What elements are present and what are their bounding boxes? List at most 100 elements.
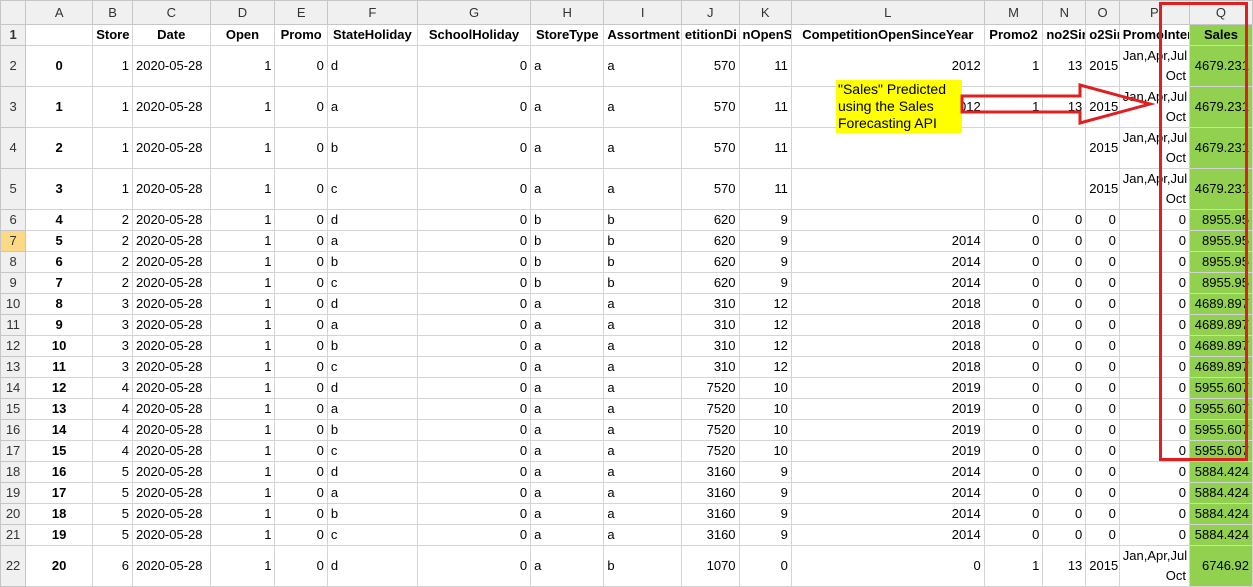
table-cell[interactable]: a <box>530 461 605 483</box>
table-cell[interactable]: 5 <box>92 503 133 525</box>
table-cell[interactable]: a <box>530 168 605 210</box>
table-cell[interactable]: 1 <box>209 230 276 252</box>
sales-cell[interactable]: 5955.607 <box>1188 440 1253 462</box>
table-cell[interactable]: 4 <box>25 209 94 231</box>
table-cell[interactable]: 6 <box>92 545 133 587</box>
table-cell[interactable]: 2020-05-28 <box>132 127 211 169</box>
table-cell[interactable]: a <box>530 45 605 87</box>
column-header-c[interactable]: C <box>132 0 211 25</box>
table-cell[interactable]: 2014 <box>790 524 985 546</box>
table-cell[interactable]: 12 <box>738 293 792 315</box>
table-cell[interactable]: 620 <box>680 272 740 294</box>
sales-cell[interactable]: 6746.92 <box>1188 545 1253 587</box>
table-cell[interactable]: 0 <box>274 251 328 273</box>
table-cell[interactable]: 0 <box>1085 461 1120 483</box>
field-header-cell[interactable]: nOpenS <box>738 24 792 46</box>
table-cell[interactable]: 310 <box>680 356 740 378</box>
table-cell[interactable]: 0 <box>1042 314 1087 336</box>
table-cell[interactable]: 2018 <box>790 356 985 378</box>
table-cell[interactable]: 0 <box>1118 398 1190 420</box>
column-header-f[interactable]: F <box>326 0 418 25</box>
table-cell[interactable]: a <box>530 335 605 357</box>
table-cell[interactable]: 2020-05-28 <box>132 461 211 483</box>
table-cell[interactable]: 0 <box>983 377 1044 399</box>
table-cell[interactable]: 2020-05-28 <box>132 272 211 294</box>
table-cell[interactable]: 0 <box>416 440 532 462</box>
table-cell[interactable]: 11 <box>738 45 792 87</box>
column-header-l[interactable]: L <box>790 0 985 25</box>
table-cell[interactable]: 0 <box>416 251 532 273</box>
table-cell[interactable]: 2 <box>92 251 133 273</box>
table-cell[interactable]: 620 <box>680 251 740 273</box>
table-cell[interactable]: 0 <box>1042 482 1087 504</box>
table-cell[interactable]: 0 <box>274 127 328 169</box>
table-cell[interactable]: 3160 <box>680 482 740 504</box>
table-cell[interactable]: 0 <box>274 524 328 546</box>
table-cell[interactable]: 0 <box>1118 440 1190 462</box>
table-cell[interactable]: 0 <box>1085 230 1120 252</box>
table-cell[interactable]: 4 <box>92 398 133 420</box>
table-cell[interactable]: 0 <box>983 272 1044 294</box>
table-cell[interactable]: 7520 <box>680 419 740 441</box>
table-cell[interactable]: 14 <box>25 419 94 441</box>
table-cell[interactable]: c <box>326 440 418 462</box>
table-cell[interactable]: b <box>326 251 418 273</box>
table-cell[interactable]: a <box>530 356 605 378</box>
field-header-cell[interactable]: PromoInterval <box>1118 24 1190 46</box>
table-cell[interactable]: 1 <box>209 168 276 210</box>
table-cell[interactable]: b <box>530 209 605 231</box>
row-header[interactable]: 10 <box>0 293 27 315</box>
table-cell[interactable]: 0 <box>274 461 328 483</box>
table-cell[interactable]: 2014 <box>790 272 985 294</box>
table-cell[interactable]: 2018 <box>790 314 985 336</box>
table-cell[interactable]: 2014 <box>790 230 985 252</box>
table-cell[interactable]: 2 <box>92 209 133 231</box>
table-cell[interactable]: a <box>603 356 682 378</box>
table-cell[interactable]: 2 <box>25 127 94 169</box>
row-header[interactable]: 15 <box>0 398 27 420</box>
table-cell[interactable]: 0 <box>1085 482 1120 504</box>
row-header[interactable]: 18 <box>0 461 27 483</box>
sales-cell[interactable]: 8955.95 <box>1188 230 1253 252</box>
table-cell[interactable]: Jan,Apr,Jul Oct <box>1118 86 1190 128</box>
table-cell[interactable]: 0 <box>274 482 328 504</box>
table-cell[interactable]: 0 <box>274 272 328 294</box>
table-cell[interactable]: 0 <box>1118 209 1190 231</box>
table-cell[interactable]: 0 <box>416 86 532 128</box>
table-cell[interactable]: 0 <box>1118 314 1190 336</box>
table-cell[interactable]: 2020-05-28 <box>132 440 211 462</box>
table-cell[interactable]: 7 <box>25 272 94 294</box>
column-header-i[interactable]: I <box>603 0 682 25</box>
table-cell[interactable]: 9 <box>738 272 792 294</box>
table-cell[interactable]: 0 <box>25 45 94 87</box>
table-cell[interactable]: 1 <box>209 335 276 357</box>
table-cell[interactable]: 0 <box>1118 272 1190 294</box>
table-cell[interactable]: 310 <box>680 314 740 336</box>
field-header-cell[interactable]: Sales <box>1188 24 1253 46</box>
table-cell[interactable]: a <box>326 398 418 420</box>
table-cell[interactable]: 0 <box>983 419 1044 441</box>
sales-cell[interactable]: 5884.424 <box>1188 482 1253 504</box>
table-cell[interactable]: 9 <box>738 482 792 504</box>
table-cell[interactable]: a <box>530 419 605 441</box>
table-cell[interactable]: 1 <box>209 127 276 169</box>
table-cell[interactable]: b <box>603 272 682 294</box>
table-cell[interactable]: b <box>530 272 605 294</box>
table-cell[interactable]: 2020-05-28 <box>132 377 211 399</box>
table-cell[interactable]: a <box>603 335 682 357</box>
table-cell[interactable]: 0 <box>1118 503 1190 525</box>
table-cell[interactable] <box>790 209 985 231</box>
table-cell[interactable]: 9 <box>738 503 792 525</box>
table-cell[interactable]: 310 <box>680 293 740 315</box>
table-cell[interactable]: 0 <box>1118 251 1190 273</box>
table-cell[interactable]: 570 <box>680 86 740 128</box>
field-header-cell[interactable]: SchoolHoliday <box>416 24 532 46</box>
table-cell[interactable]: 0 <box>983 503 1044 525</box>
table-cell[interactable]: 0 <box>274 209 328 231</box>
column-header-q[interactable]: Q <box>1188 0 1253 25</box>
table-cell[interactable]: 5 <box>92 482 133 504</box>
table-cell[interactable]: 0 <box>983 314 1044 336</box>
table-cell[interactable]: 0 <box>1118 482 1190 504</box>
table-cell[interactable]: 0 <box>1118 377 1190 399</box>
field-header-cell[interactable] <box>25 24 94 46</box>
